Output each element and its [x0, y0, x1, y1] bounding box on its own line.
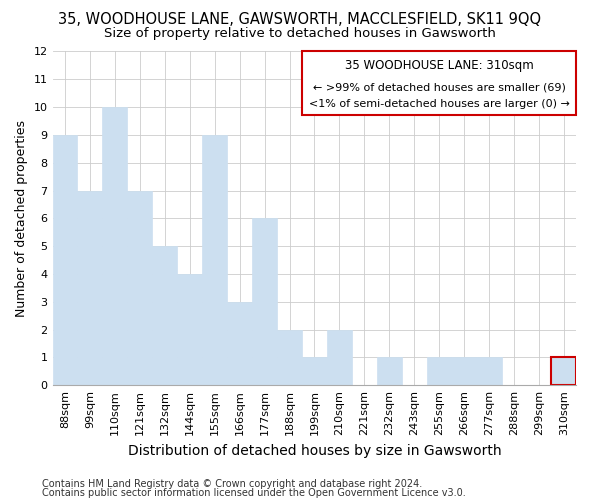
Bar [227, 302, 252, 385]
Bar [53, 135, 77, 385]
Bar [103, 107, 127, 385]
Text: 35, WOODHOUSE LANE, GAWSWORTH, MACCLESFIELD, SK11 9QQ: 35, WOODHOUSE LANE, GAWSWORTH, MACCLESFI… [58, 12, 542, 28]
Text: 35 WOODHOUSE LANE: 310sqm: 35 WOODHOUSE LANE: 310sqm [345, 59, 533, 72]
Bar [476, 358, 502, 385]
Text: Contains HM Land Registry data © Crown copyright and database right 2024.: Contains HM Land Registry data © Crown c… [42, 479, 422, 489]
Bar [277, 330, 302, 385]
Bar [452, 358, 476, 385]
X-axis label: Distribution of detached houses by size in Gawsworth: Distribution of detached houses by size … [128, 444, 501, 458]
FancyBboxPatch shape [302, 52, 577, 116]
Bar [327, 330, 352, 385]
Y-axis label: Number of detached properties: Number of detached properties [15, 120, 28, 317]
Bar [177, 274, 202, 385]
Text: ← >99% of detached houses are smaller (69): ← >99% of detached houses are smaller (6… [313, 82, 566, 92]
Bar [77, 190, 103, 385]
Bar [202, 135, 227, 385]
Text: <1% of semi-detached houses are larger (0) →: <1% of semi-detached houses are larger (… [309, 100, 569, 110]
Bar [152, 246, 177, 385]
Bar [427, 358, 452, 385]
Bar [551, 358, 577, 385]
Bar [377, 358, 402, 385]
Text: Size of property relative to detached houses in Gawsworth: Size of property relative to detached ho… [104, 28, 496, 40]
Bar [302, 358, 327, 385]
Bar [252, 218, 277, 385]
Text: Contains public sector information licensed under the Open Government Licence v3: Contains public sector information licen… [42, 488, 466, 498]
Bar [127, 190, 152, 385]
